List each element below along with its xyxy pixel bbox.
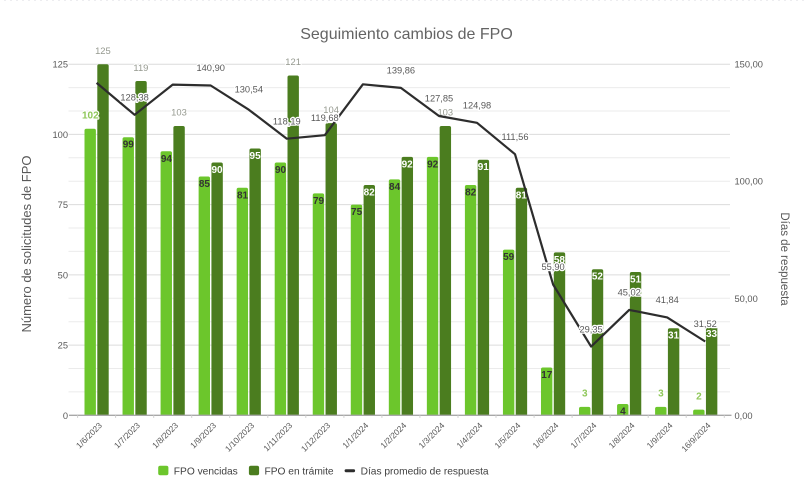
svg-text:90: 90 — [211, 165, 223, 176]
svg-text:119,68: 119,68 — [311, 113, 339, 123]
svg-text:84: 84 — [389, 182, 401, 193]
svg-text:104: 104 — [323, 104, 339, 115]
svg-text:111,56: 111,56 — [501, 132, 528, 142]
svg-text:31,52: 31,52 — [694, 319, 717, 329]
svg-text:0: 0 — [63, 411, 68, 421]
svg-text:31: 31 — [668, 331, 680, 342]
svg-text:Días promedio de respuesta: Días promedio de respuesta — [361, 467, 489, 478]
svg-text:128,38: 128,38 — [120, 93, 148, 103]
svg-text:3: 3 — [658, 389, 664, 400]
svg-text:118,19: 118,19 — [273, 116, 301, 126]
svg-text:102: 102 — [82, 111, 99, 122]
svg-text:55,90: 55,90 — [541, 262, 564, 272]
svg-text:121: 121 — [285, 56, 301, 67]
svg-text:59: 59 — [503, 252, 515, 263]
svg-text:51: 51 — [630, 275, 642, 286]
svg-text:50: 50 — [58, 270, 68, 280]
svg-text:41,84: 41,84 — [656, 295, 679, 305]
svg-text:3: 3 — [582, 389, 588, 400]
svg-text:75: 75 — [351, 207, 363, 218]
svg-text:99: 99 — [123, 140, 135, 151]
svg-text:81: 81 — [516, 190, 528, 201]
svg-text:139,86: 139,86 — [387, 66, 415, 76]
svg-text:82: 82 — [364, 188, 376, 199]
svg-text:125: 125 — [52, 60, 68, 70]
svg-text:58: 58 — [554, 255, 566, 266]
svg-text:79: 79 — [313, 196, 325, 207]
svg-text:130,54: 130,54 — [235, 85, 263, 95]
svg-text:29,35: 29,35 — [579, 324, 602, 334]
svg-text:103: 103 — [171, 107, 187, 118]
svg-text:81: 81 — [237, 190, 249, 201]
svg-text:FPO en trámite: FPO en trámite — [265, 467, 334, 478]
svg-text:17: 17 — [541, 370, 553, 381]
svg-text:75: 75 — [58, 200, 68, 210]
svg-text:95: 95 — [250, 151, 262, 162]
svg-text:33: 33 — [706, 329, 718, 340]
svg-text:82: 82 — [465, 188, 477, 199]
svg-text:Días de respuesta: Días de respuesta — [778, 212, 790, 306]
svg-text:50,00: 50,00 — [735, 294, 758, 304]
svg-text:124,98: 124,98 — [463, 101, 491, 111]
svg-text:2: 2 — [696, 391, 702, 402]
svg-text:52: 52 — [592, 272, 604, 283]
svg-text:FPO vencidas: FPO vencidas — [174, 467, 238, 478]
svg-text:92: 92 — [402, 159, 414, 170]
svg-text:25: 25 — [58, 341, 68, 351]
svg-text:92: 92 — [427, 159, 439, 170]
svg-text:0,00: 0,00 — [735, 411, 753, 421]
svg-text:100: 100 — [52, 130, 68, 140]
svg-text:91: 91 — [478, 162, 490, 173]
svg-text:127,85: 127,85 — [425, 94, 453, 104]
svg-text:100,00: 100,00 — [735, 177, 763, 187]
svg-text:Seguimiento cambios de FPO: Seguimiento cambios de FPO — [300, 26, 513, 43]
svg-text:140,90: 140,90 — [196, 63, 224, 73]
svg-text:45,02: 45,02 — [618, 288, 641, 298]
svg-text:4: 4 — [620, 407, 626, 418]
svg-text:90: 90 — [275, 165, 287, 176]
svg-text:119: 119 — [133, 62, 148, 73]
svg-text:94: 94 — [161, 154, 173, 165]
svg-text:150,00: 150,00 — [735, 60, 763, 70]
svg-text:85: 85 — [199, 179, 211, 190]
svg-text:125: 125 — [95, 45, 111, 56]
svg-text:Número de solicitudes de FPO: Número de solicitudes de FPO — [19, 155, 34, 332]
